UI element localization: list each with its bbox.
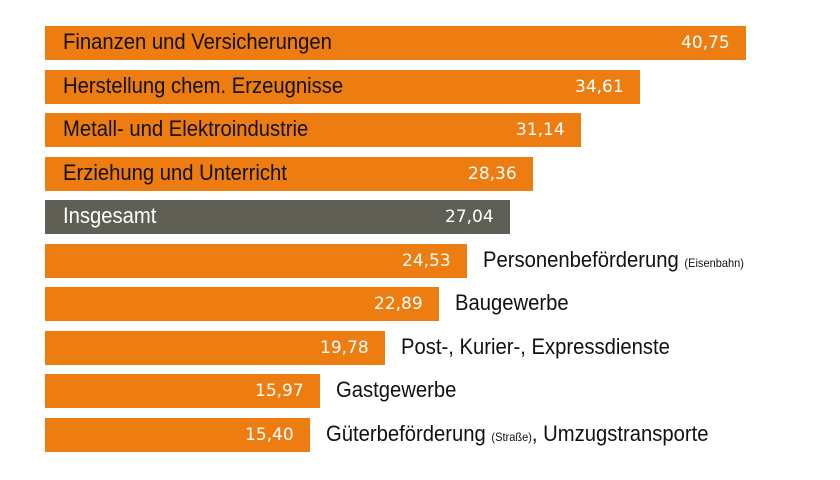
bar-value-label: 19,78 [320,338,369,358]
bar-10 [45,418,310,452]
bar-value-label: 15,40 [245,425,294,445]
category-label: Post-, Kurier-, Expressdienste [401,330,670,364]
bar-6 [45,244,467,278]
bar-4 [45,157,533,191]
category-label-text: Post-, Kurier-, Expressdienste [401,334,670,359]
category-label: Insgesamt [63,199,156,233]
bar-value-label: 27,04 [445,207,494,227]
category-label-text: Finanzen und Versicherungen [63,29,332,54]
category-label-note: (Straße) [491,430,532,444]
category-label: Personenbeförderung (Eisenbahn) [483,243,744,277]
bar-value-label: 28,36 [468,164,517,184]
category-label: Herstellung chem. Erzeugnisse [63,69,343,103]
category-label: Finanzen und Versicherungen [63,25,332,59]
bar-value-label: 34,61 [575,77,624,97]
category-label-suffix: , Umzugstransporte [531,421,709,446]
category-label-text: Insgesamt [63,203,157,228]
category-label: Gastgewerbe [336,373,456,407]
category-label: Güterbeförderung (Straße), Umzugstranspo… [326,417,709,451]
category-label-text: Gastgewerbe [336,377,457,402]
bar-value-label: 22,89 [374,294,423,314]
category-label-text: Baugewerbe [455,290,569,315]
category-label-text: Herstellung chem. Erzeugnisse [63,73,344,98]
bar-7 [45,287,439,321]
bar-1 [45,26,746,60]
category-label-text: Metall- und Elektroindustrie [63,116,309,141]
category-label-text: Personenbeförderung [483,247,679,272]
bar-value-label: 31,14 [516,120,565,140]
category-label: Erziehung und Unterricht [63,156,287,190]
category-label: Metall- und Elektroindustrie [63,112,308,146]
bar-value-label: 24,53 [402,251,451,271]
bar-value-label: 15,97 [255,381,304,401]
bar-9 [45,374,320,408]
bar-2 [45,70,640,104]
category-label-text: Erziehung und Unterricht [63,160,287,185]
bar-5 [45,200,510,234]
category-label-note: (Eisenbahn) [684,256,744,270]
category-label: Baugewerbe [455,286,569,320]
category-label-text: Güterbeförderung [326,421,486,446]
bar-value-label: 40,75 [681,33,730,53]
bar-3 [45,113,581,147]
bar-8 [45,331,385,365]
